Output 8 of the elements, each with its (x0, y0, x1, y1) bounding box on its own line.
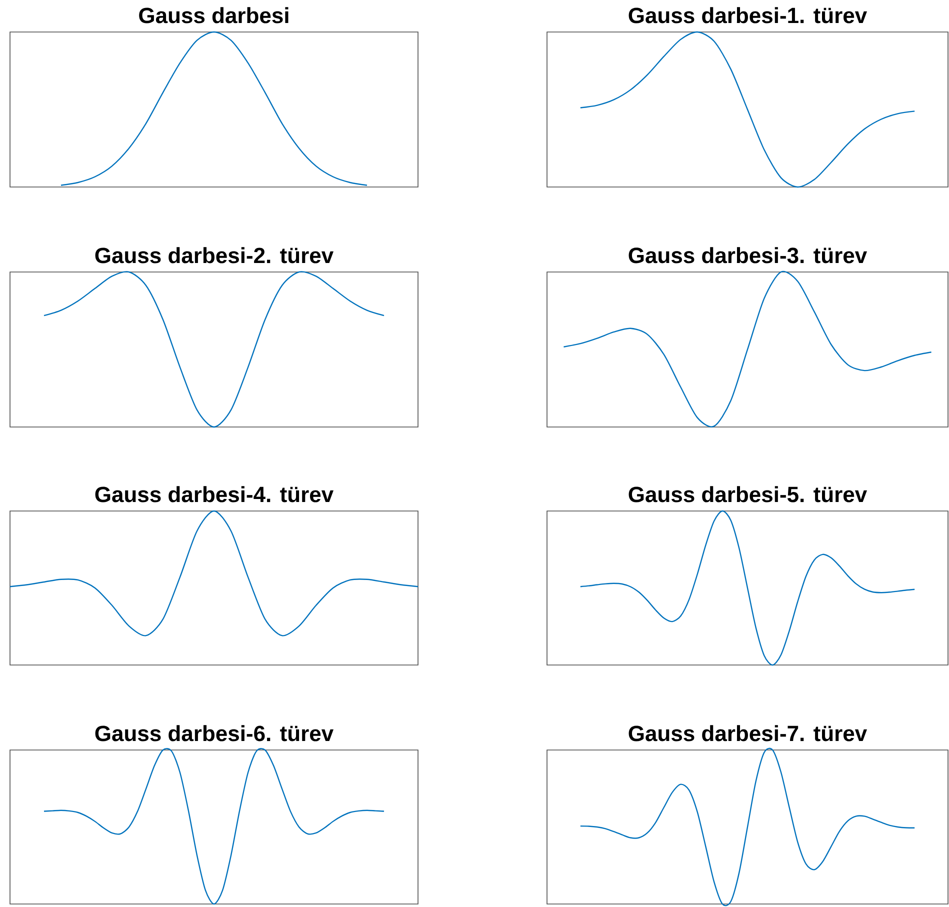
chart-title: Gauss darbesi-3. türev (628, 246, 868, 264)
chart-title: Gauss darbesi-1. türev (628, 6, 868, 24)
chart-title: Gauss darbesi-4. türev (95, 486, 334, 502)
chart-title: Gauss darbesi-2. türev (95, 246, 334, 264)
chart-title: Gauss darbesi-7. türev (628, 724, 868, 742)
chart-title: Gauss darbesi-5. türev (628, 486, 868, 502)
chart-title: Gauss darbesi (139, 6, 288, 24)
chart-title: Gauss darbesi-6. türev (95, 724, 334, 742)
